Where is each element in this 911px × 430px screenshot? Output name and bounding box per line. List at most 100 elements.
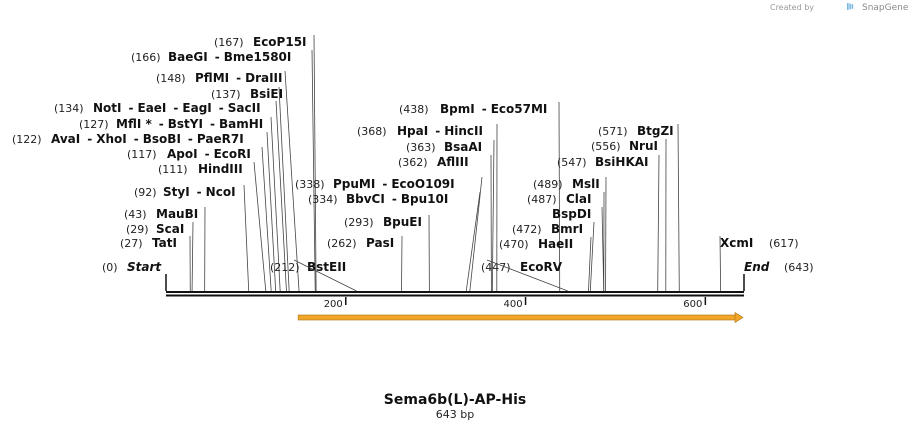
site-position: (571)	[598, 125, 628, 138]
site-label-ecorv[interactable]: (447) EcoRV	[481, 259, 568, 292]
enzyme-name[interactable]: BmrI	[551, 222, 583, 236]
enzyme-name[interactable]: MflI *	[116, 117, 152, 131]
enzyme-name[interactable]: XhoI	[96, 132, 127, 146]
enzyme-name[interactable]: AflIII	[437, 155, 469, 169]
enzyme-name[interactable]: EagI	[182, 101, 211, 115]
feature-arrow-head-icon[interactable]	[734, 311, 744, 324]
site-label-ppumi[interactable]: (338) PpuMI - EcoO109I	[295, 176, 483, 292]
enzyme-name[interactable]: ScaI	[156, 222, 184, 236]
name-separator: -	[435, 124, 440, 138]
enzyme-name[interactable]: NruI	[629, 139, 658, 153]
enzyme-name[interactable]: BsiEI	[250, 87, 283, 101]
site-position: (166)	[131, 51, 161, 64]
enzyme-name[interactable]: BstYI	[168, 117, 203, 131]
site-label-haeii[interactable]: (470) HaeII	[499, 236, 592, 292]
enzyme-name[interactable]: BamHI	[219, 117, 263, 131]
enzyme-name[interactable]: HpaI	[397, 124, 428, 138]
credit-text: Created by	[770, 3, 814, 12]
site-label-baegi[interactable]: (166) BaeGI - Bme1580I	[131, 49, 316, 292]
name-separator: -	[210, 117, 215, 131]
site-label-pasi[interactable]: (262) PasI	[327, 235, 403, 292]
enzyme-name[interactable]: EaeI	[138, 101, 167, 115]
enzyme-name[interactable]: HincII	[444, 124, 483, 138]
site-label-hpai[interactable]: (368) HpaI - HincII	[357, 123, 498, 292]
enzyme-name[interactable]: BpuEI	[383, 215, 422, 229]
enzyme-name[interactable]: PasI	[366, 236, 394, 250]
site-label-noti[interactable]: (134) NotI - EaeI - EagI - SacII	[54, 100, 287, 292]
site-label-bsihkai[interactable]: (547) BsiHKAI	[557, 154, 660, 292]
name-separator: -	[482, 102, 487, 116]
enzyme-name[interactable]: AvaI	[51, 132, 80, 146]
enzyme-name[interactable]: HaeII	[538, 237, 573, 251]
enzyme-name[interactable]: EcoRI	[214, 147, 251, 161]
enzyme-name[interactable]: BsaAI	[444, 140, 482, 154]
site-position: (487)	[527, 193, 557, 206]
site-position: (293)	[344, 216, 374, 229]
enzyme-name[interactable]: ClaI	[566, 192, 591, 206]
enzyme-name[interactable]: BpmI	[440, 102, 475, 116]
enzyme-name[interactable]: BtgZI	[637, 124, 674, 138]
site-label-bpuei[interactable]: (293) BpuEI	[344, 214, 430, 292]
site-label-scai[interactable]: (29) ScaI	[126, 221, 194, 292]
name-separator: -	[219, 101, 224, 115]
site-connector-line	[491, 139, 495, 292]
enzyme-name[interactable]: EcoP15I	[253, 35, 307, 49]
site-label-hindiii[interactable]: (111) HindIII	[158, 161, 267, 292]
feature-arrow-body[interactable]	[297, 314, 737, 321]
site-label-styi[interactable]: (92) StyI - NcoI	[134, 184, 250, 292]
site-connector-line	[275, 100, 287, 292]
enzyme-name[interactable]: BspDI	[552, 207, 591, 221]
enzyme-name[interactable]: BsiHKAI	[595, 155, 649, 169]
logo-bar	[847, 3, 849, 10]
site-label-mfli[interactable]: (127) MflI * - BstYI - BamHI	[79, 116, 281, 292]
site-label-maubi[interactable]: (43) MauBI	[124, 206, 206, 292]
enzyme-name[interactable]: DraIII	[245, 71, 282, 85]
enzyme-name[interactable]: MslI	[572, 177, 600, 191]
site-label-msli[interactable]: (489) MslI	[533, 176, 607, 292]
enzyme-name[interactable]: HindIII	[198, 162, 243, 176]
site-label-afliii[interactable]: (362) AflIII	[398, 154, 492, 292]
site-label-bspdi[interactable]: BspDI	[552, 206, 605, 292]
site-label-apoi[interactable]: (117) ApoI - EcoRI	[127, 146, 272, 292]
enzyme-name[interactable]: NotI	[93, 101, 122, 115]
enzyme-name[interactable]: SacII	[228, 101, 261, 115]
site-label-bpmi[interactable]: (438) BpmI - Eco57MI	[399, 101, 561, 292]
site-label-bsteii[interactable]: (212) BstEII	[270, 259, 357, 292]
enzyme-name[interactable]: Bme1580I	[224, 50, 292, 64]
site-label-ecop15i[interactable]: (167) EcoP15I	[214, 34, 317, 292]
site-label-nrui[interactable]: (556) NruI	[591, 138, 667, 292]
enzyme-name[interactable]: PflMI	[195, 71, 229, 85]
start-position: (0)	[102, 261, 118, 274]
enzyme-name[interactable]: EcoRV	[520, 260, 563, 274]
site-position: (43)	[124, 208, 147, 221]
site-label-xcmi[interactable]: (617) XcmI	[719, 235, 799, 292]
site-label-avai[interactable]: (122) AvaI - XhoI - BsoBI - PaeR7I	[12, 131, 277, 292]
site-connector-line	[469, 176, 483, 292]
site-label-pflmi[interactable]: (148) PflMI - DraIII	[156, 70, 300, 292]
site-label-bsaai[interactable]: (363) BsaAI	[406, 139, 495, 292]
enzyme-name[interactable]: ApoI	[167, 147, 198, 161]
enzyme-name[interactable]: MauBI	[156, 207, 198, 221]
enzyme-name[interactable]: BaeGI	[168, 50, 208, 64]
site-label-btgzi[interactable]: (571) BtgZI	[598, 123, 680, 292]
enzyme-name[interactable]: Bpu10I	[401, 192, 448, 206]
enzyme-name[interactable]: StyI	[163, 185, 190, 199]
site-connector-line	[558, 101, 561, 292]
site-label-tati[interactable]: (27) TatI	[120, 235, 191, 292]
enzyme-name[interactable]: BstEII	[307, 260, 346, 274]
enzyme-name[interactable]: TatI	[152, 236, 177, 250]
enzyme-name[interactable]: BbvCI	[346, 192, 385, 206]
site-position: (617)	[769, 237, 799, 250]
enzyme-name[interactable]: XcmI	[720, 236, 753, 250]
enzyme-name[interactable]: NcoI	[206, 185, 236, 199]
site-label-clai[interactable]: (487) ClaI	[527, 191, 605, 292]
enzyme-name[interactable]: EcoO109I	[391, 177, 454, 191]
site-position: (472)	[512, 223, 542, 236]
site-label-bbvci[interactable]: (334) BbvCI - Bpu10I	[308, 191, 481, 292]
enzyme-name[interactable]: Eco57MI	[491, 102, 548, 116]
site-label-bmri[interactable]: (472) BmrI	[512, 221, 595, 292]
enzyme-name[interactable]: PaeR7I	[197, 132, 244, 146]
enzyme-name[interactable]: PpuMI	[333, 177, 375, 191]
site-label-bsiei[interactable]: (137) BsiEI	[211, 86, 290, 292]
enzyme-name[interactable]: BsoBI	[143, 132, 181, 146]
